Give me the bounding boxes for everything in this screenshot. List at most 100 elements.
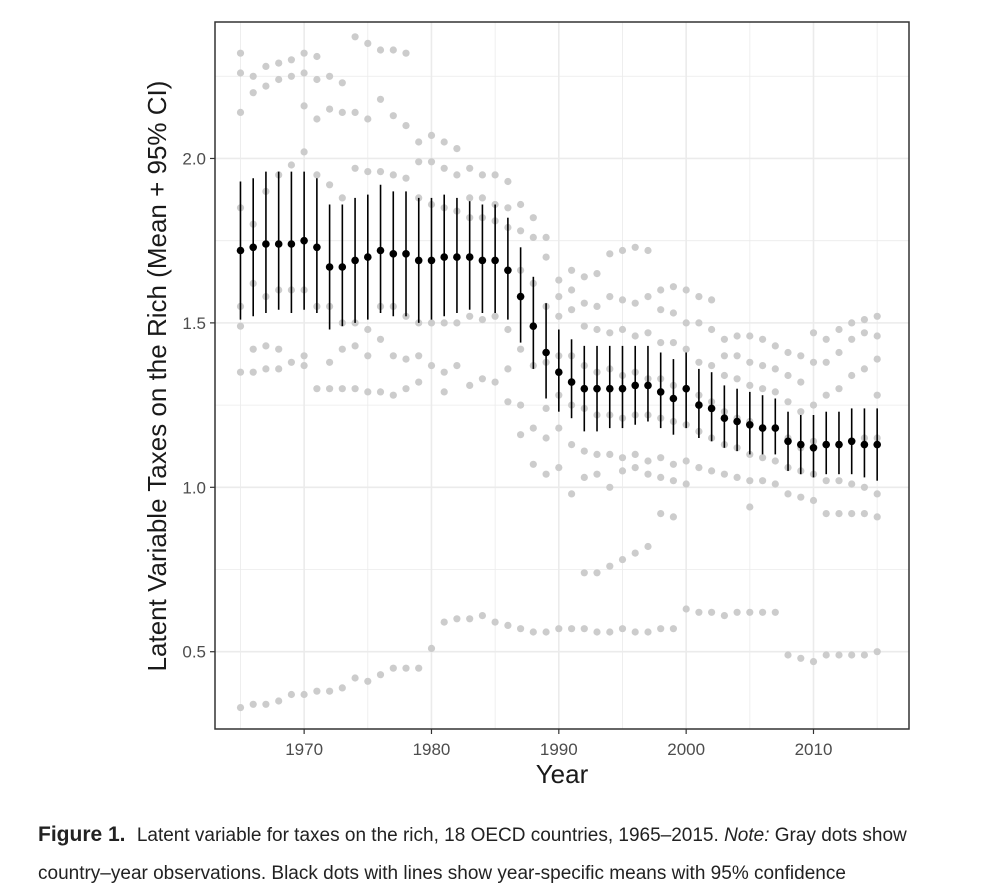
mean-point [287, 240, 296, 248]
observation-point [402, 385, 410, 393]
observation-point [860, 316, 869, 324]
observation-point [275, 75, 283, 84]
observation-point [746, 477, 754, 485]
observation-point [682, 605, 690, 613]
observation-point [618, 454, 627, 462]
observation-point [517, 200, 525, 209]
observation-point [657, 454, 665, 462]
observation-point [236, 322, 245, 330]
observation-point [568, 490, 576, 498]
observation-point [797, 408, 805, 416]
observation-point [733, 375, 741, 383]
observation-point [644, 293, 652, 301]
figure-caption: Figure 1. Latent variable for taxes on t… [38, 816, 978, 893]
observation-point [835, 325, 843, 334]
observation-point [338, 345, 346, 353]
observation-point [809, 358, 818, 366]
observation-point [568, 625, 576, 633]
mean-point [707, 404, 716, 413]
observation-point [262, 342, 270, 350]
observation-point [389, 171, 397, 179]
observation-point [860, 329, 869, 337]
mean-point [465, 253, 474, 261]
observation-point [364, 352, 372, 360]
plot-frame [214, 21, 910, 730]
observation-point [427, 644, 436, 653]
observation-point [542, 253, 550, 261]
observation-point [809, 496, 818, 505]
observation-point [644, 329, 652, 337]
observation-point [580, 569, 588, 577]
observation-point [504, 621, 512, 630]
observation-point [300, 690, 308, 699]
observation-point [580, 299, 588, 307]
observation-point [848, 651, 856, 659]
mean-point [873, 440, 881, 449]
observation-point [478, 194, 486, 202]
observation-point [695, 319, 703, 327]
observation-point [644, 628, 652, 636]
observation-point [784, 398, 792, 406]
mean-point [389, 250, 398, 258]
observation-point [466, 312, 474, 320]
observation-point [453, 171, 461, 179]
mean-point [491, 256, 499, 265]
mean-point [478, 256, 487, 265]
observation-point [568, 441, 576, 449]
observation-points-layer [236, 33, 881, 712]
mean-point [631, 381, 639, 390]
observation-point [848, 335, 856, 343]
observation-point [759, 454, 767, 462]
observation-point [376, 168, 385, 176]
observation-point [580, 322, 588, 330]
observation-point [644, 470, 652, 478]
observation-point [759, 335, 767, 343]
y-tick-label: 1.0 [182, 478, 206, 497]
observation-point [466, 615, 474, 623]
observation-point [682, 319, 690, 327]
observation-point [453, 615, 461, 623]
observation-point [733, 332, 741, 340]
observation-point [427, 158, 436, 166]
mean-point [822, 440, 830, 449]
observation-point [759, 477, 767, 485]
observation-point [593, 302, 601, 310]
observation-point [848, 480, 856, 488]
observation-point [478, 375, 486, 383]
observation-point [822, 391, 830, 399]
observation-point [364, 168, 372, 176]
observation-point [376, 388, 385, 396]
observation-point [555, 276, 563, 284]
observation-point [249, 72, 257, 80]
observation-point [275, 345, 283, 353]
mean-point [618, 384, 627, 393]
observation-point [326, 358, 334, 366]
observation-point [402, 355, 410, 363]
observation-point [504, 365, 512, 373]
mean-point [542, 348, 550, 357]
observation-point [733, 352, 741, 360]
observation-point [860, 651, 869, 659]
mean-point [529, 322, 538, 331]
observation-point [478, 612, 486, 620]
observation-point [669, 283, 678, 291]
observation-point [364, 388, 372, 396]
observation-point [708, 325, 716, 334]
observation-point [555, 625, 563, 633]
observation-point [262, 62, 270, 70]
x-tick-label: 2010 [795, 740, 833, 759]
observation-point [848, 319, 856, 327]
observation-point [657, 306, 665, 314]
observation-point [249, 700, 257, 708]
observation-point [593, 270, 601, 278]
observation-point [300, 148, 308, 156]
observation-point [669, 339, 678, 347]
observation-point [835, 651, 843, 659]
caption-note-label: Note: [724, 825, 770, 846]
observation-point [873, 332, 881, 340]
observation-point [797, 378, 805, 386]
mean-point [669, 394, 678, 403]
observation-point [287, 358, 295, 366]
observation-point [504, 177, 512, 186]
